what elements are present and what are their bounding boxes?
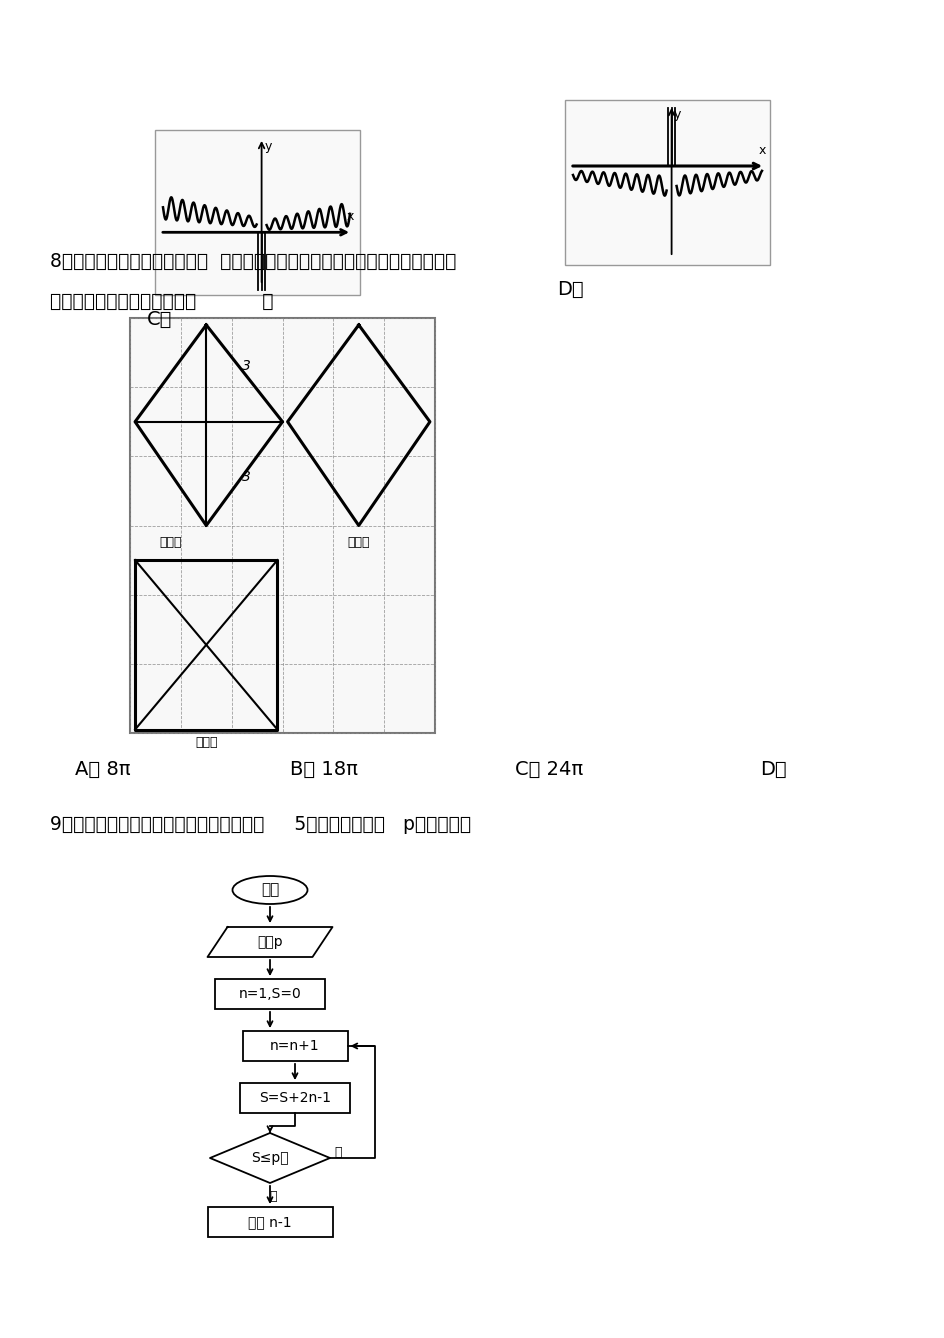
Bar (208, 1207, 332, 1238)
Text: 面上，则该球的表面积等于（           ）: 面上，则该球的表面积等于（ ） (50, 292, 273, 310)
Text: C．: C． (147, 310, 172, 329)
Text: C． 24π: C． 24π (514, 760, 582, 779)
Text: 3: 3 (242, 360, 250, 373)
Text: 俯视图: 俯视图 (194, 736, 217, 748)
Text: 8．如图，在正方形网格纸上，  粗实线画出的是某多面体的三视图及其部分尺寸: 8．如图，在正方形网格纸上， 粗实线画出的是某多面体的三视图及其部分尺寸 (50, 252, 456, 272)
Text: y: y (673, 108, 681, 120)
Text: B． 18π: B． 18π (290, 760, 358, 779)
Text: 正视图: 正视图 (160, 537, 182, 549)
Text: 输入p: 输入p (257, 935, 282, 949)
Text: 否: 否 (333, 1147, 341, 1160)
Text: 侧视图: 侧视图 (347, 537, 370, 549)
Text: 9．执行如图所示程序框图，若输出结果是     5，则输入的整数   p的可能性有: 9．执行如图所示程序框图，若输出结果是 5，则输入的整数 p的可能性有 (50, 815, 471, 834)
Text: 3: 3 (242, 470, 250, 484)
Text: 输出 n-1: 输出 n-1 (248, 1215, 292, 1230)
Text: D．: D． (759, 760, 785, 779)
Text: S≤p？: S≤p？ (251, 1151, 289, 1165)
Text: n=1,S=0: n=1,S=0 (239, 987, 301, 1001)
Text: D．: D． (556, 280, 583, 298)
Text: 开始: 开始 (261, 883, 278, 898)
Bar (565, 100, 769, 265)
Bar (243, 1032, 347, 1061)
Text: n=n+1: n=n+1 (270, 1040, 319, 1053)
Text: 是: 是 (269, 1189, 277, 1203)
Bar (130, 318, 434, 733)
Bar (155, 130, 360, 294)
Text: x: x (757, 145, 765, 157)
Text: S=S+2n-1: S=S+2n-1 (259, 1090, 330, 1105)
Text: x: x (346, 210, 353, 223)
Polygon shape (210, 1133, 329, 1183)
Text: A． 8π: A． 8π (75, 760, 130, 779)
Bar (215, 979, 325, 1009)
Text: y: y (264, 140, 272, 153)
Ellipse shape (232, 876, 307, 904)
Bar (240, 1082, 349, 1113)
